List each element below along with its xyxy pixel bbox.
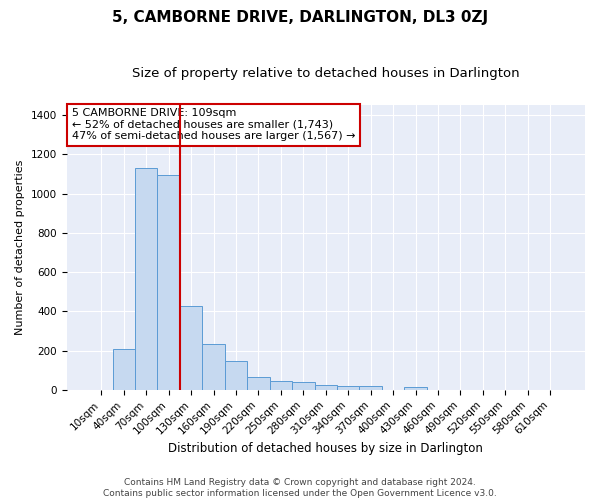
Bar xyxy=(359,386,382,390)
Bar xyxy=(337,386,359,390)
Bar xyxy=(404,387,427,390)
Bar xyxy=(269,380,292,390)
Bar xyxy=(135,168,157,390)
Bar xyxy=(314,385,337,390)
Bar xyxy=(247,377,269,390)
Y-axis label: Number of detached properties: Number of detached properties xyxy=(15,160,25,336)
Bar xyxy=(157,175,180,390)
X-axis label: Distribution of detached houses by size in Darlington: Distribution of detached houses by size … xyxy=(169,442,483,455)
Bar xyxy=(202,344,225,390)
Title: Size of property relative to detached houses in Darlington: Size of property relative to detached ho… xyxy=(132,68,520,80)
Bar xyxy=(113,348,135,390)
Text: 5 CAMBORNE DRIVE: 109sqm
← 52% of detached houses are smaller (1,743)
47% of sem: 5 CAMBORNE DRIVE: 109sqm ← 52% of detach… xyxy=(72,108,355,142)
Bar xyxy=(225,361,247,390)
Text: Contains HM Land Registry data © Crown copyright and database right 2024.
Contai: Contains HM Land Registry data © Crown c… xyxy=(103,478,497,498)
Bar xyxy=(292,382,314,390)
Text: 5, CAMBORNE DRIVE, DARLINGTON, DL3 0ZJ: 5, CAMBORNE DRIVE, DARLINGTON, DL3 0ZJ xyxy=(112,10,488,25)
Bar xyxy=(180,306,202,390)
